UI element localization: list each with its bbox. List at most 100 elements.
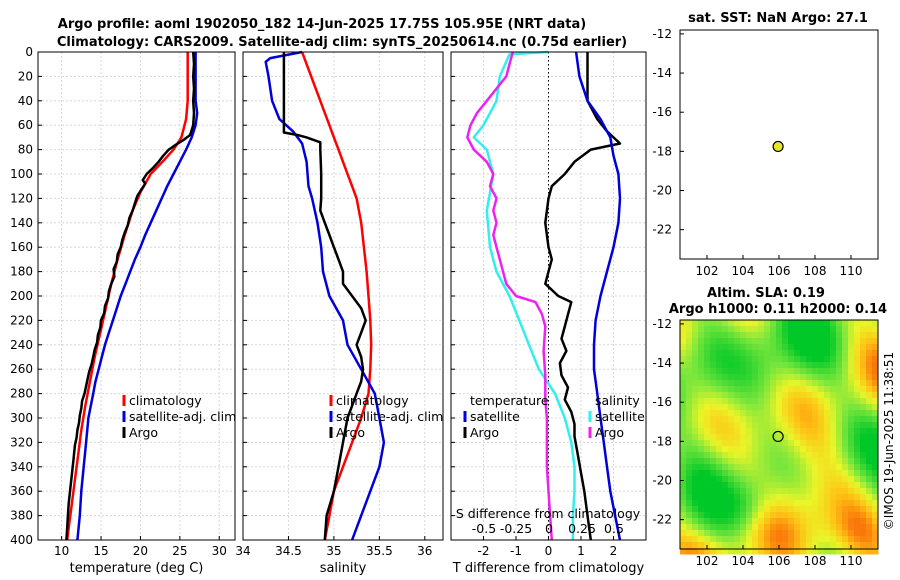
heatmap-cell	[788, 452, 795, 459]
heatmap-cell	[764, 380, 771, 387]
heatmap-cell	[866, 338, 873, 345]
heatmap-cell	[698, 464, 705, 471]
heatmap-cell	[776, 410, 783, 417]
heatmap-cell	[782, 476, 789, 483]
heatmap-cell	[764, 536, 771, 543]
heatmap-cell	[836, 470, 843, 477]
heatmap-cell	[818, 374, 825, 381]
heatmap-cell	[740, 356, 747, 363]
heatmap-cell	[686, 410, 693, 417]
heatmap-cell	[860, 446, 867, 453]
heatmap-cell	[716, 338, 723, 345]
heatmap-cell	[692, 446, 699, 453]
heatmap-cell	[806, 488, 813, 495]
heatmap-cell	[788, 458, 795, 465]
heatmap-cell	[758, 410, 765, 417]
heatmap-cell	[824, 326, 831, 333]
heatmap-cell	[716, 428, 723, 435]
heatmap-cell	[794, 398, 801, 405]
heatmap-cell	[848, 518, 855, 525]
heatmap-cell	[830, 368, 837, 375]
heatmap-cell	[680, 470, 687, 477]
heatmap-cell	[836, 440, 843, 447]
heatmap-cell	[830, 422, 837, 429]
heatmap-cell	[680, 350, 687, 357]
heatmap-cell	[818, 500, 825, 507]
y-tick-label: -12	[652, 317, 672, 331]
heatmap-cell	[800, 494, 807, 501]
heatmap-cell	[776, 374, 783, 381]
heatmap-cell	[722, 458, 729, 465]
heatmap-cell	[710, 320, 717, 327]
heatmap-cell	[800, 404, 807, 411]
heatmap-cell	[836, 506, 843, 513]
heatmap-cell	[812, 422, 819, 429]
heatmap-cell	[782, 446, 789, 453]
heatmap-cell	[722, 512, 729, 519]
heatmap-cell	[734, 344, 741, 351]
heatmap-cell	[848, 536, 855, 543]
heatmap-cell	[830, 320, 837, 327]
heatmap-cell	[812, 446, 819, 453]
heatmap-cell	[704, 524, 711, 531]
heatmap-cell	[728, 518, 735, 525]
heatmap-cell	[842, 506, 849, 513]
heatmap-cell	[794, 530, 801, 537]
heatmap-cell	[704, 452, 711, 459]
heatmap-cell	[740, 416, 747, 423]
heatmap-cell	[758, 458, 765, 465]
heatmap-cell	[692, 518, 699, 525]
heatmap-cell	[734, 320, 741, 327]
heatmap-cell	[686, 548, 693, 555]
heatmap-cell	[818, 452, 825, 459]
heatmap-cell	[842, 356, 849, 363]
heatmap-cell	[782, 344, 789, 351]
heatmap-cell	[812, 518, 819, 525]
figure-title-line1: Argo profile: aoml 1902050_182 14-Jun-20…	[58, 17, 586, 32]
heatmap-cell	[704, 368, 711, 375]
heatmap-cell	[866, 458, 873, 465]
heatmap-cell	[860, 500, 867, 507]
heatmap-cell	[794, 494, 801, 501]
heatmap-cell	[734, 386, 741, 393]
heatmap-cell	[788, 386, 795, 393]
heatmap-cell	[824, 464, 831, 471]
legend-label: Argo	[336, 425, 365, 440]
heatmap-cell	[806, 446, 813, 453]
heatmap-cell	[860, 440, 867, 447]
heatmap-cell	[860, 404, 867, 411]
heatmap-cell	[776, 482, 783, 489]
series-line-argo	[65, 51, 196, 541]
heatmap-cell	[788, 398, 795, 405]
heatmap-cell	[860, 494, 867, 501]
heatmap-cell	[686, 338, 693, 345]
heatmap-cell	[692, 470, 699, 477]
heatmap-cell	[728, 404, 735, 411]
heatmap-cell	[758, 398, 765, 405]
temperature-profile-panel: 10 15 20 25 30 temperature (deg C) 0 20 40 60 80 10…	[10, 45, 236, 576]
heatmap-cell	[782, 524, 789, 531]
heatmap-cell	[686, 362, 693, 369]
heatmap-cell	[764, 356, 771, 363]
heatmap-cell	[728, 542, 735, 549]
legend-label: satellite	[595, 409, 645, 424]
heatmap-cell	[716, 326, 723, 333]
heatmap-cell	[848, 494, 855, 501]
heatmap-cell	[830, 356, 837, 363]
heatmap-cell	[734, 428, 741, 435]
heatmap-cell	[842, 374, 849, 381]
x-tick-label: 108	[804, 554, 827, 568]
heatmap-cell	[866, 530, 873, 537]
heatmap-cell	[746, 338, 753, 345]
heatmap-cell	[824, 542, 831, 549]
heatmap-cell	[698, 536, 705, 543]
series-line-argo	[282, 52, 367, 541]
heatmap-cell	[818, 416, 825, 423]
heatmap-cell	[818, 434, 825, 441]
heatmap-cell	[800, 392, 807, 399]
heatmap-cell	[824, 524, 831, 531]
heatmap-cell	[716, 470, 723, 477]
y-tick-label: 0	[25, 45, 33, 59]
heatmap-cell	[836, 416, 843, 423]
y-tick-label: 160	[10, 240, 33, 254]
